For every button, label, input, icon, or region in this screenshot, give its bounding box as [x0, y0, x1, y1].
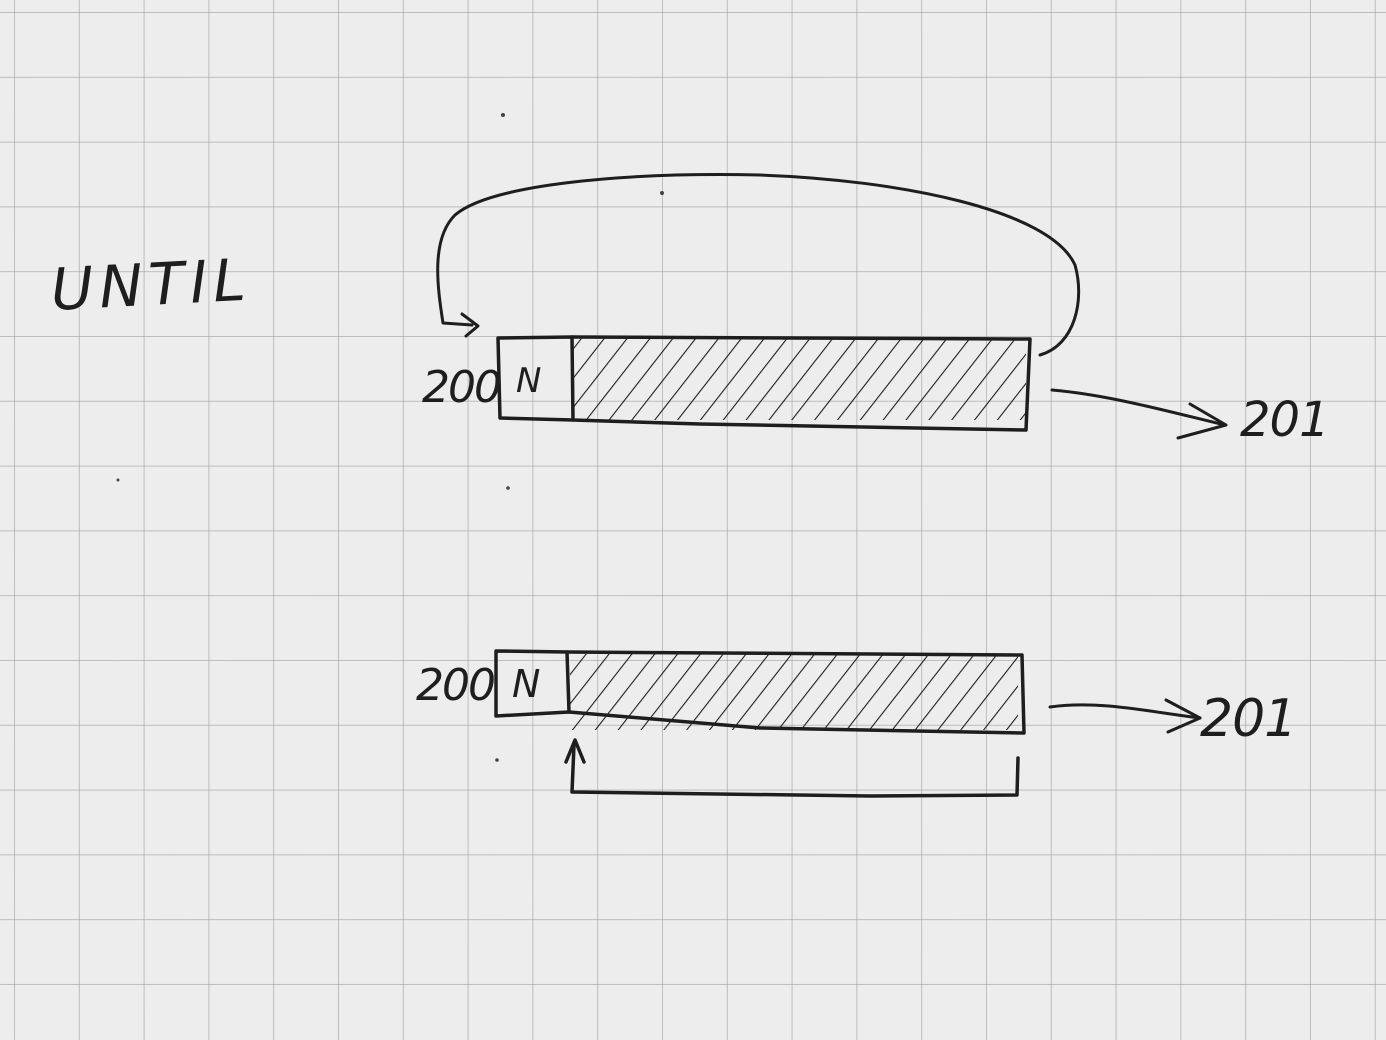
bottom-exit-arrowhead: [1164, 698, 1202, 734]
top-body-hatch: [573, 338, 1026, 420]
top-node-label: N: [516, 361, 541, 401]
bottom-body-outline: [565, 650, 1026, 735]
top-exit-arrowhead: [1176, 402, 1228, 440]
paper-specks: [116, 113, 664, 762]
bottom-node-label: N: [512, 662, 540, 706]
top-start-label: 200: [422, 362, 500, 413]
bottom-loop-bracket: [570, 743, 1020, 798]
top-loop-arrowhead: [460, 312, 480, 338]
bottom-loop-arrowhead: [564, 738, 586, 764]
bottom-start-label: 200: [416, 660, 494, 711]
title-text: UNTIL: [49, 246, 253, 324]
top-exit-arrow: [1050, 388, 1227, 427]
top-body-outline: [570, 335, 1032, 432]
top-loop-arc: [436, 173, 1081, 357]
bottom-flow: 200 N 201: [416, 649, 1297, 798]
bottom-end-label: 201: [1200, 689, 1296, 749]
top-end-label: 201: [1240, 392, 1329, 448]
bottom-exit-arrow: [1048, 703, 1202, 720]
top-flow: 200 N 201: [422, 173, 1330, 448]
